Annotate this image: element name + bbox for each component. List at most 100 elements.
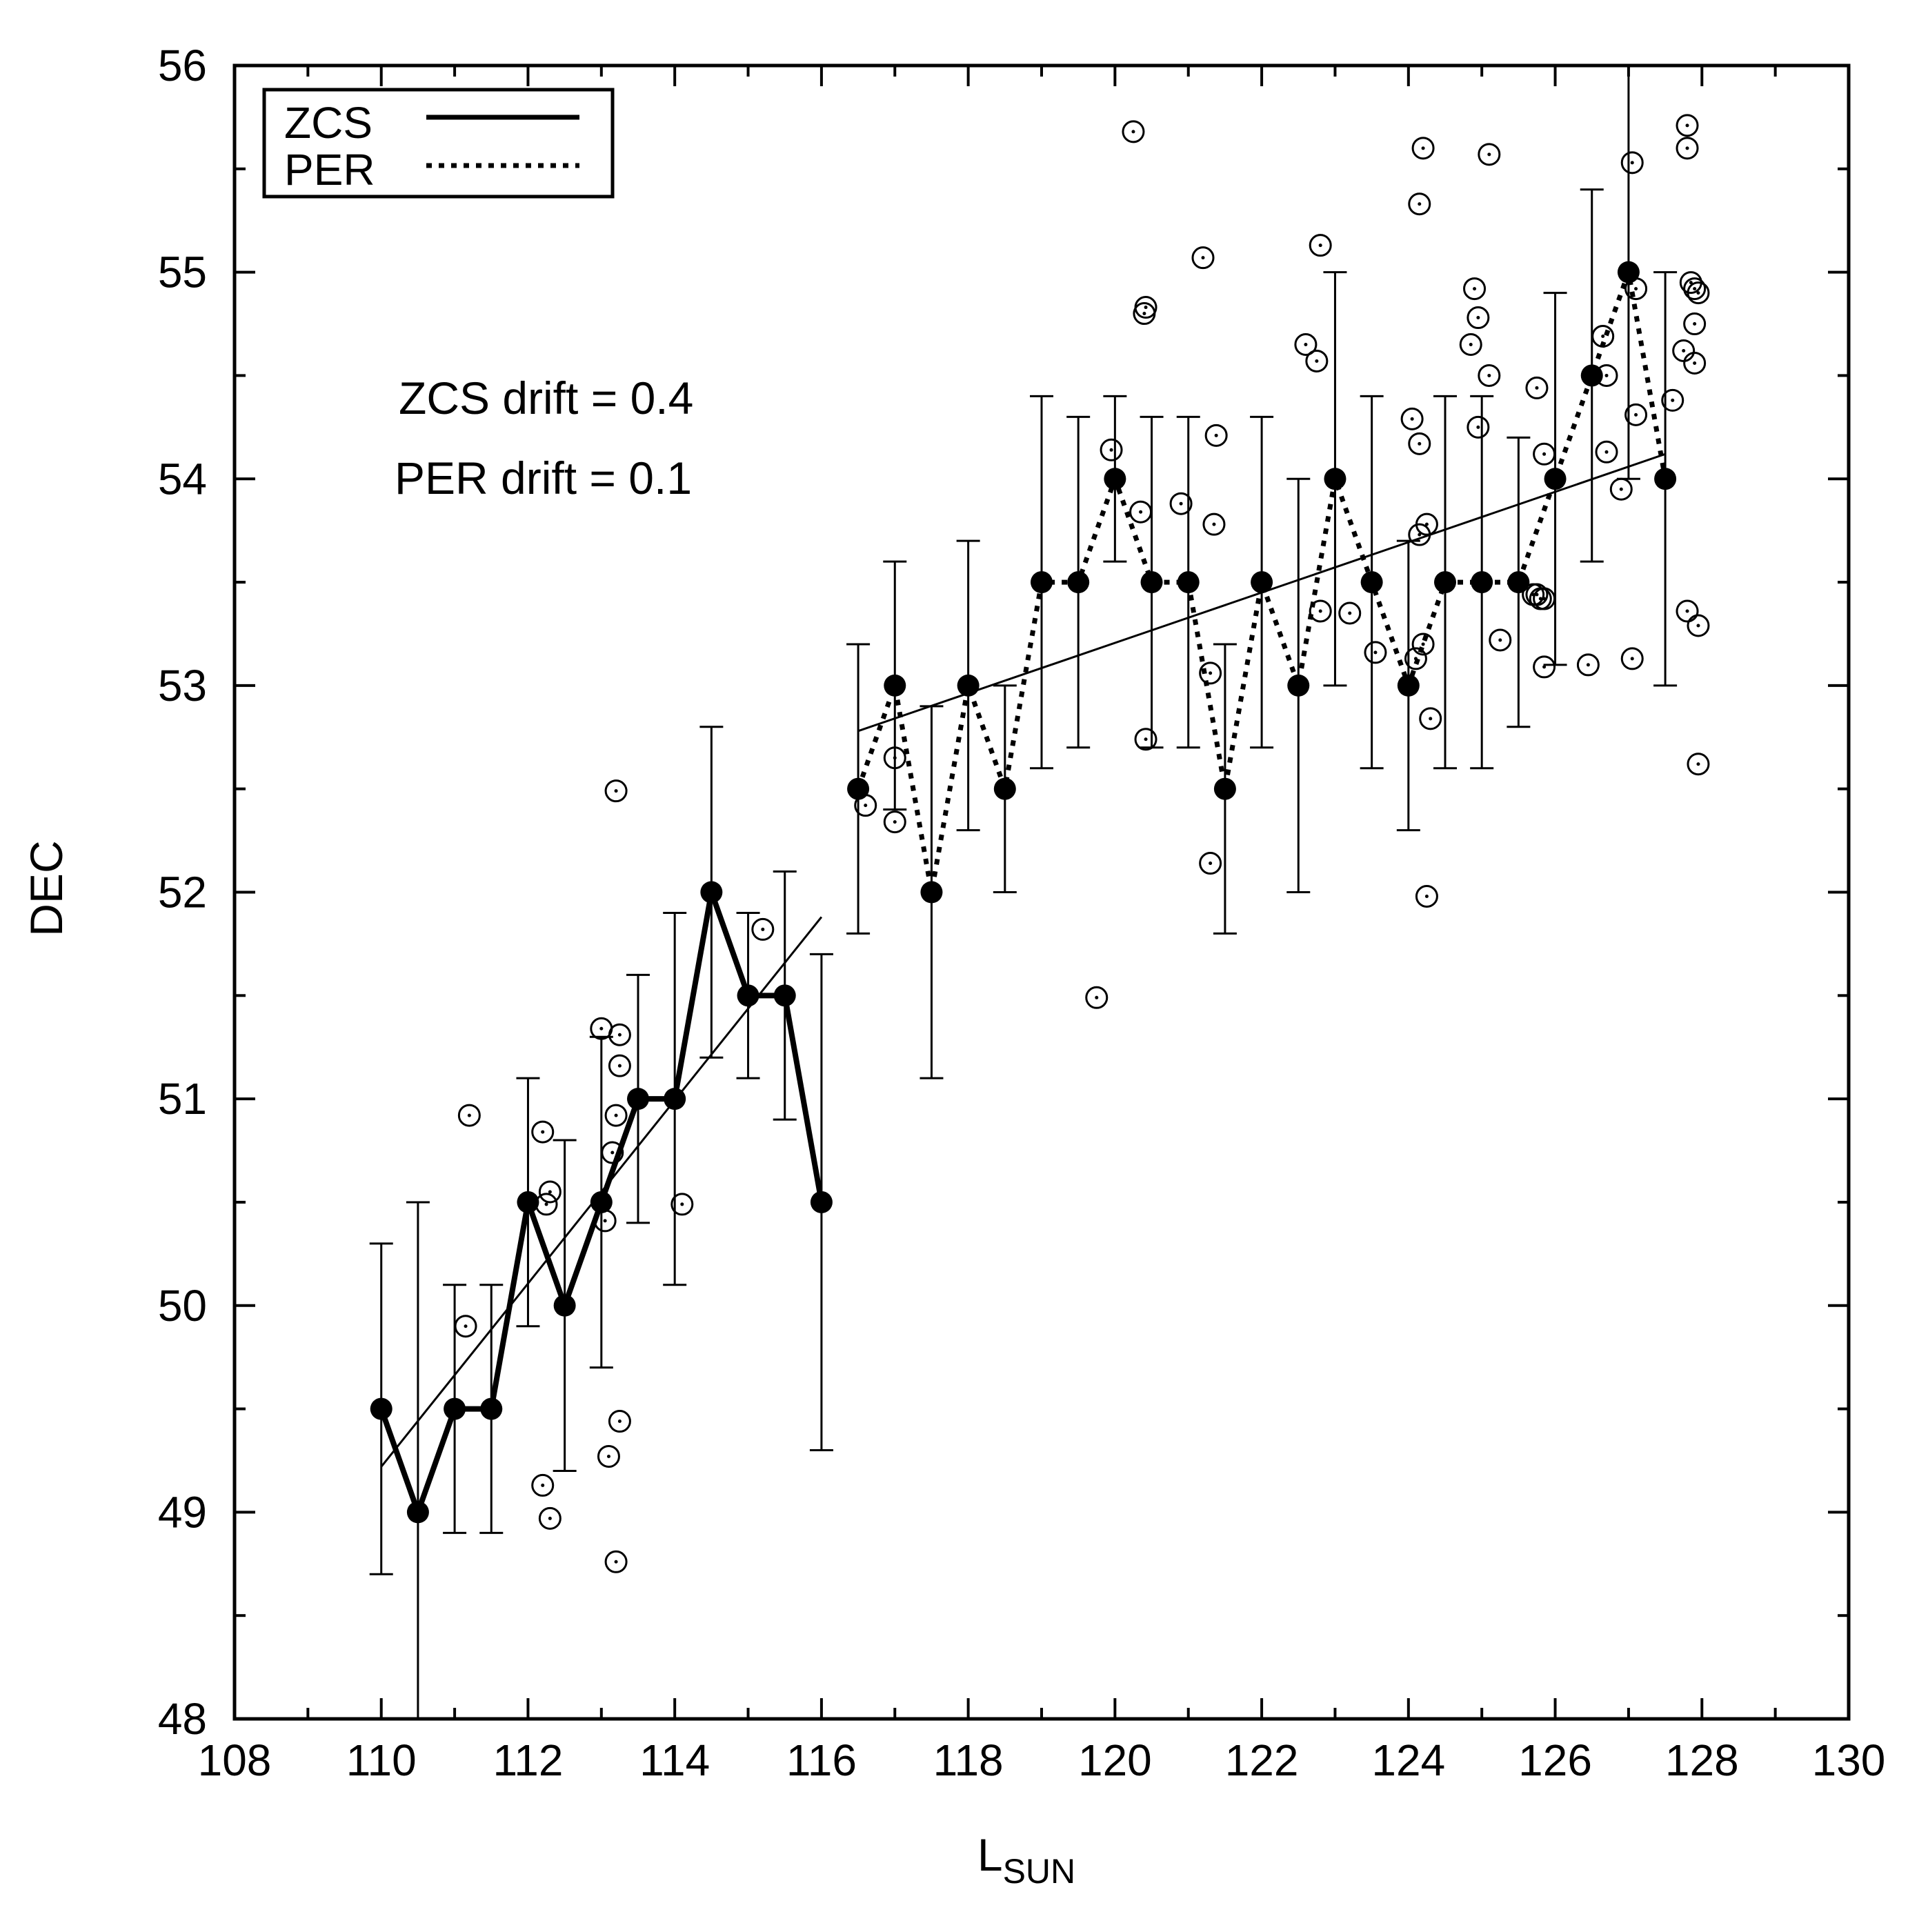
open-point [1683,312,1707,336]
open-point-center [464,1324,468,1328]
data-point-zcs [406,1501,429,1524]
open-point-center [610,1151,615,1155]
open-point-center [1601,335,1605,339]
x-axis-label-sub: SUN [1003,1852,1076,1891]
open-point [1687,281,1710,305]
open-point-center [614,1560,618,1564]
data-point-per [884,674,906,697]
open-point [1204,424,1228,447]
open-point-center [1689,281,1693,285]
open-point-center [1604,373,1609,377]
y-tick-label: 51 [158,1074,207,1124]
open-point [1309,599,1332,623]
open-point-center [606,1454,610,1458]
open-point [1404,647,1427,670]
open-point-center [1619,487,1623,491]
open-point [1134,728,1157,751]
open-point [1411,633,1435,656]
legend: ZCS PER [262,88,615,199]
open-point [1400,407,1424,430]
data-point-zcs [664,1088,686,1111]
open-point [1100,438,1123,461]
x-tick-label: 112 [493,1735,563,1785]
open-point [1419,707,1442,730]
open-point [1525,376,1549,399]
x-tick-label: 114 [639,1735,710,1785]
open-point-center [1142,312,1146,316]
data-point-per [847,777,870,800]
y-tick-label: 54 [158,454,207,504]
legend-label-per: PER [284,145,375,195]
y-tick-label: 49 [158,1487,207,1537]
open-point [604,1104,628,1127]
open-point [1478,364,1501,387]
open-point [1676,599,1699,623]
open-point [454,1315,477,1338]
open-point [601,1141,624,1164]
open-point [608,1410,631,1433]
open-point-center [1421,146,1425,150]
open-point [1609,477,1633,501]
x-tick-label: 118 [933,1735,1004,1785]
x-axis-label: LSUN [977,1829,1075,1891]
open-point-center [1542,597,1547,601]
data-point-per [1031,571,1053,594]
open-point [1085,986,1109,1009]
open-point [1364,641,1387,664]
y-tick-label: 55 [158,248,207,297]
open-point-center [1315,359,1319,363]
x-tick-label: 128 [1665,1735,1739,1785]
x-tick-label: 122 [1225,1735,1299,1785]
x-tick-label: 108 [198,1735,272,1785]
y-tick-label: 50 [158,1281,207,1331]
open-point-center [761,927,765,931]
open-point-center [1209,671,1213,675]
open-point-center [1696,291,1700,295]
open-point-center [893,756,897,760]
open-point [1122,120,1145,143]
data-point-zcs [737,984,759,1007]
open-point-center [1476,316,1480,320]
open-point [457,1104,481,1127]
y-tick-label: 56 [158,41,207,90]
open-point-center [1685,123,1689,128]
open-point-center [1630,657,1634,661]
open-point [604,1550,628,1573]
open-point-center [1685,146,1689,150]
open-point-center [541,1130,545,1134]
open-point-center [1473,287,1477,291]
open-point-center [1542,665,1547,669]
open-point-center [1212,522,1216,526]
open-point [597,1444,620,1468]
open-point [1294,332,1318,356]
open-point-center [1418,202,1422,206]
open-point-center [864,804,868,808]
data-point-per [1104,468,1126,490]
data-point-per [957,674,980,697]
open-point-center [1095,995,1099,999]
data-point-per [1360,571,1383,594]
open-point-center [1604,450,1609,454]
open-point-center [1131,130,1135,134]
open-point [751,917,775,941]
open-point [883,746,906,770]
data-point-per [1617,261,1640,283]
open-point-center [1201,256,1205,260]
open-point [1576,653,1600,677]
data-point-zcs [810,1191,833,1213]
open-point [1202,512,1226,536]
open-point-center [1693,361,1697,365]
open-point-center [1693,287,1697,291]
open-point-center [599,1026,604,1030]
open-point [670,1193,694,1216]
open-point-center [1109,448,1113,452]
open-point [1676,114,1699,137]
x-tick-label: 130 [1812,1735,1886,1785]
x-tick-label: 126 [1518,1735,1592,1785]
open-point [1687,753,1710,776]
open-point-center [1144,737,1148,741]
open-point [1169,492,1193,515]
open-point [1478,143,1501,166]
open-points [454,114,1710,1573]
open-point-center [1373,650,1378,655]
